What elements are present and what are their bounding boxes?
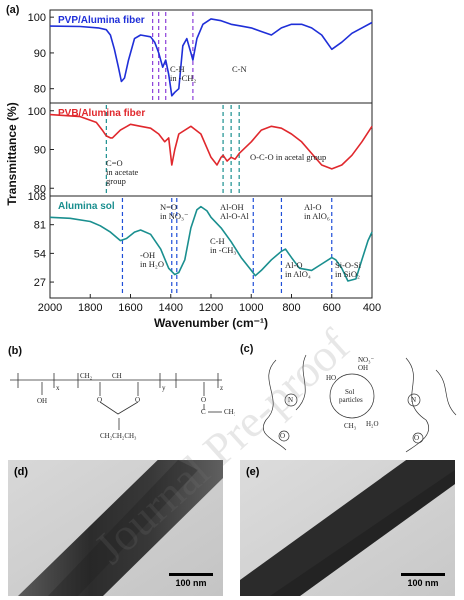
panel-e-scalebar: 100 nm xyxy=(401,573,445,588)
sol-label-ch3: CH₃ xyxy=(344,422,357,430)
y-axis-title: Transmittance (%) xyxy=(5,102,19,205)
series-line-0 xyxy=(49,18,373,97)
x-tick-label-1: 1800 xyxy=(78,302,102,314)
y-tick-label-2-2: 81 xyxy=(34,220,46,232)
sol-label-2: particles xyxy=(339,396,363,404)
panel-e-scale-label: 100 nm xyxy=(407,578,439,588)
struct-label-o-1: O xyxy=(97,396,102,404)
sol-label-h2o: H₂O xyxy=(366,420,379,428)
sol-label-n-1: N xyxy=(288,396,293,404)
annotation-2-0-1: in NO₃⁻ xyxy=(160,211,189,221)
y-tick-label-1-2: 100 xyxy=(28,106,46,118)
struct-label-o-2: O xyxy=(135,396,140,404)
annotation-2-4-1: in -CH₃ xyxy=(210,245,236,255)
y-tick-label-0-0: 80 xyxy=(34,84,46,96)
y-tick-label-2-0: 27 xyxy=(34,277,46,289)
panel-d-scalebar: 100 nm xyxy=(169,573,213,588)
x-tick-label-2: 1600 xyxy=(118,302,142,314)
annotation-2-2-0: Al-O xyxy=(304,202,321,212)
series-name-0: PVP/Alumina fiber xyxy=(58,15,145,26)
annotation-1-1-0: O-C-O in acetal group xyxy=(250,152,326,162)
annotation-2-2-1: in AlO₆ xyxy=(304,211,330,221)
x-tick-label-7: 600 xyxy=(323,302,341,314)
annotation-1-0-1: in acetate xyxy=(106,167,139,177)
panel-e-tem-image: (e) 100 nm xyxy=(240,460,455,596)
annotation-2-3-0: -OH xyxy=(140,250,155,260)
y-tick-label-1-1: 90 xyxy=(34,145,46,157)
struct-label-c: C xyxy=(201,408,206,416)
y-tick-label-2-3: 108 xyxy=(28,191,46,203)
x-tick-label-3: 1400 xyxy=(159,302,183,314)
panel-b-structure: (b) OH x CH₂ CH O O CH₂CH₂CH₃ y O C CH₃ … xyxy=(8,345,235,440)
struct-label-ch: CH xyxy=(112,372,122,380)
x-tick-label-4: 1200 xyxy=(199,302,223,314)
struct-label-z: z xyxy=(220,384,223,392)
sol-label-no3: NO₃⁻ xyxy=(358,356,375,364)
y-tick-label-2-1: 54 xyxy=(34,248,46,260)
struct-label-oh: OH xyxy=(37,397,47,405)
annotation-0-1-0: C-N xyxy=(232,64,247,74)
sol-label-1: Sol xyxy=(345,388,354,396)
annotation-1-0-2: group xyxy=(106,176,126,186)
sol-label-n-2: N xyxy=(411,396,416,404)
x-tick-label-6: 800 xyxy=(282,302,300,314)
annotation-2-4-0: C-H xyxy=(210,236,225,246)
annotation-2-5-0: Al-O xyxy=(285,260,302,270)
panel-c-schematic: (c) Sol particles OH HO NO₃⁻ H₂O CH₃ N N… xyxy=(240,343,457,453)
panel-e-letter: (e) xyxy=(246,466,260,478)
y-tick-label-0-2: 100 xyxy=(28,12,46,24)
series-name-1: PVB/Alumina fiber xyxy=(58,108,145,119)
x-tick-label-8: 400 xyxy=(363,302,381,314)
annotation-2-3-1: in H₂O xyxy=(140,259,164,269)
annotation-0-0-0: C-H xyxy=(170,64,185,74)
panel-d-tem-image: (d) 100 nm xyxy=(8,460,223,596)
struct-label-x: x xyxy=(56,384,60,392)
annotation-0-0-1: in -CH₂ xyxy=(170,73,196,83)
annotation-2-5-1: in AlO₄ xyxy=(285,269,311,279)
struct-label-ch2-1: CH₂ xyxy=(80,372,93,380)
y-tick-label-0-1: 90 xyxy=(34,48,46,60)
x-tick-label-5: 1000 xyxy=(239,302,263,314)
sol-label-ho: HO xyxy=(326,374,336,382)
series-line-1 xyxy=(49,113,373,170)
struct-label-propyl: CH₂CH₂CH₃ xyxy=(100,432,137,440)
series-line-2 xyxy=(49,205,373,282)
panel-c-letter: (c) xyxy=(240,343,254,355)
sol-label-oh: OH xyxy=(358,364,368,372)
sol-label-o-1: O xyxy=(280,432,285,440)
annotation-1-0-0: C=O xyxy=(106,158,123,168)
panel-d-scale-label: 100 nm xyxy=(175,578,207,588)
annotation-2-0-0: N=O xyxy=(160,202,177,212)
panel-b-letter: (b) xyxy=(8,345,22,357)
x-axis-title: Wavenumber (cm⁻¹) xyxy=(154,316,268,330)
y-tick-label-1-0: 80 xyxy=(34,183,46,195)
annotation-2-6-1: in SiO₂ xyxy=(335,269,360,279)
struct-label-o-3: O xyxy=(201,396,206,404)
panel-a-letter: (a) xyxy=(6,4,20,16)
annotation-2-1-1: Al-O-Al xyxy=(220,211,249,221)
annotation-2-6-0: Si-O-Si xyxy=(335,260,362,270)
x-tick-label-0: 2000 xyxy=(38,302,62,314)
struct-label-y: y xyxy=(162,384,166,392)
struct-label-ch3: CH₃ xyxy=(224,408,235,416)
panel-d-letter: (d) xyxy=(14,466,29,478)
annotation-2-1-0: Al-OH xyxy=(220,202,244,212)
series-name-2: Alumina sol xyxy=(58,201,115,212)
sol-label-o-2: O xyxy=(414,434,419,442)
